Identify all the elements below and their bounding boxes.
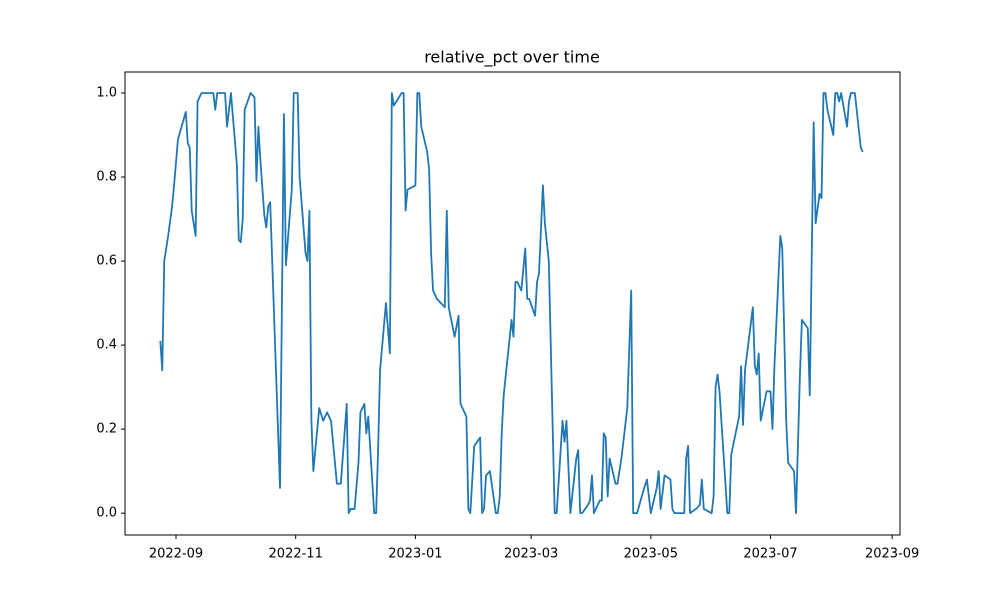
- data-line: [159, 92, 864, 515]
- x-tick-label: 2023-01: [388, 547, 442, 562]
- x-tick-label: 2022-09: [149, 547, 203, 562]
- chart-title: relative_pct over time: [424, 48, 600, 68]
- y-tick-label: 1.0: [96, 86, 117, 101]
- y-tick-label: 0.0: [96, 506, 117, 521]
- x-tick-label: 2023-07: [743, 547, 797, 562]
- y-tick-label: 0.6: [96, 254, 117, 269]
- y-tick-label: 0.4: [96, 338, 117, 353]
- x-tick-label: 2023-03: [504, 547, 558, 562]
- y-tick-label: 0.8: [96, 170, 117, 185]
- plot-frame: [124, 71, 901, 536]
- x-tick-label: 2022-11: [269, 547, 323, 562]
- x-tick-label: 2023-05: [624, 547, 678, 562]
- y-tick-label: 0.2: [96, 422, 117, 437]
- x-tick-label: 2023-09: [865, 547, 919, 562]
